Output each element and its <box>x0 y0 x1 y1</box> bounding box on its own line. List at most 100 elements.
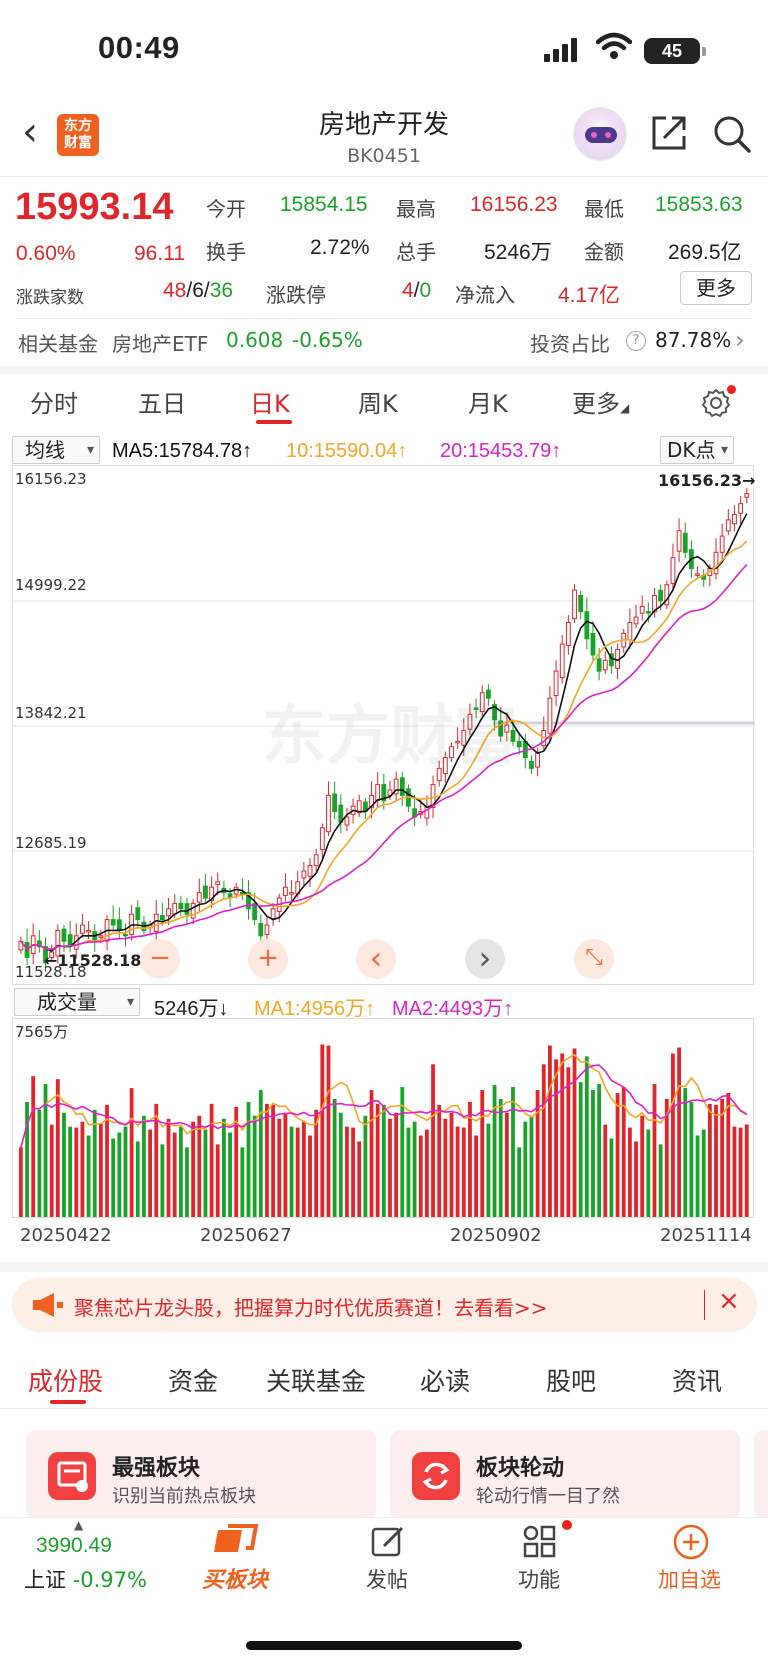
candle-body <box>166 908 171 917</box>
sector-code: BK0451 <box>347 145 421 167</box>
date-label-4: 20251114 <box>660 1225 752 1246</box>
megaphone-icon <box>33 1293 63 1317</box>
card-sector-rotation[interactable]: 板块轮动 轮动行情一目了然 <box>390 1430 740 1520</box>
candle-body <box>393 778 399 795</box>
volume-bar <box>517 1147 522 1217</box>
volume-bar <box>677 1047 681 1217</box>
volume-bar <box>172 1132 177 1217</box>
candle-body <box>504 724 510 733</box>
candle-body <box>645 611 651 614</box>
candle-body <box>209 886 215 902</box>
volume-bar <box>326 1045 331 1217</box>
settings-gear-icon[interactable] <box>700 387 732 419</box>
volume-bar <box>424 1129 429 1217</box>
tab-monthly-k[interactable]: 月K <box>468 390 508 418</box>
volume-bar <box>111 1138 116 1217</box>
features-badge <box>562 1520 572 1530</box>
volume-bar <box>228 1132 232 1217</box>
turnover-value: 2.72% <box>310 236 370 259</box>
help-icon[interactable]: ? <box>626 331 646 351</box>
volume-bar <box>203 1129 208 1217</box>
volume-bar <box>123 1126 128 1217</box>
card-partial[interactable] <box>754 1430 768 1520</box>
etf-name[interactable]: 房地产ETF <box>112 332 209 356</box>
volume-bar <box>714 1104 718 1217</box>
zoom-out-button[interactable]: − <box>140 939 180 979</box>
volume-bar <box>504 1112 509 1217</box>
tab-constituents[interactable]: 成份股 <box>28 1367 104 1396</box>
volume-value: 5246万 <box>484 241 552 264</box>
tab-must-read[interactable]: 必读 <box>420 1367 471 1396</box>
nav-add-watchlist[interactable]: 加自选 <box>658 1568 721 1592</box>
candle-body <box>695 573 700 576</box>
promo-banner[interactable]: 聚焦芯片龙头股，把握算力时代优质赛道！去看看>> × <box>12 1278 757 1332</box>
candle-body <box>738 503 744 514</box>
candle-body <box>461 730 467 746</box>
tab-weekly-k[interactable]: 周K <box>358 390 398 418</box>
search-icon[interactable] <box>712 114 752 154</box>
high-label: 最高 <box>396 197 436 221</box>
volume-bar <box>671 1053 675 1217</box>
candle-body <box>485 689 491 699</box>
index-name-change[interactable]: 上证 -0.97% <box>24 1568 147 1592</box>
pan-left-button[interactable]: ‹ <box>356 939 396 979</box>
tab-intraday[interactable]: 分时 <box>30 390 78 418</box>
share-icon[interactable] <box>650 114 688 152</box>
candle-body <box>627 622 633 641</box>
volume-chart[interactable] <box>12 1018 754 1218</box>
candle-body <box>442 757 448 775</box>
candle-body <box>565 622 571 646</box>
nav-buy-sector[interactable]: 买板块 <box>202 1568 269 1593</box>
volume-bar <box>185 1147 189 1217</box>
candle-body <box>178 902 184 910</box>
index-value[interactable]: 3990.49 <box>36 1534 112 1557</box>
volume-bar <box>597 1084 602 1217</box>
chevron-right-icon[interactable]: › <box>735 326 745 354</box>
tab-five-day[interactable]: 五日 <box>138 390 186 418</box>
pan-right-button[interactable]: › <box>465 939 505 979</box>
tab-forum[interactable]: 股吧 <box>546 1367 597 1396</box>
tab-news[interactable]: 资讯 <box>672 1367 723 1396</box>
tab-related-funds[interactable]: 关联基金 <box>266 1367 367 1396</box>
kline-chart[interactable] <box>12 465 755 985</box>
tab-more[interactable]: 更多◢ <box>572 390 630 418</box>
y-label-2: 14999.22 <box>15 576 87 594</box>
candle-body <box>98 935 104 938</box>
zoom-in-button[interactable]: + <box>248 939 288 979</box>
volume-bar <box>683 1088 688 1217</box>
candle-body <box>424 805 430 819</box>
card-strongest-sector[interactable]: 最强板块 识别当前热点板块 <box>26 1430 376 1520</box>
fullscreen-button[interactable]: ⤡ <box>574 939 614 979</box>
tab-daily-k[interactable]: 日K <box>250 390 290 418</box>
candle-body <box>301 870 307 879</box>
close-icon[interactable]: × <box>718 1286 740 1316</box>
nav-post[interactable]: 发帖 <box>366 1568 408 1592</box>
nav-features[interactable]: 功能 <box>518 1568 560 1592</box>
tab-funds-flow[interactable]: 资金 <box>168 1367 219 1396</box>
candle-body <box>289 892 294 895</box>
change-amount: 96.11 <box>134 242 185 265</box>
volume-indicator-selector[interactable]: 成交量 <box>14 988 140 1016</box>
more-quote-button[interactable]: 更多 <box>680 271 752 305</box>
ai-assistant-avatar[interactable] <box>573 107 627 161</box>
candle-body <box>196 892 202 903</box>
date-label-1: 20250422 <box>20 1225 112 1246</box>
volume-bar <box>154 1103 159 1217</box>
low-value: 15853.63 <box>655 193 743 216</box>
candle-body <box>313 854 319 867</box>
volume-bar <box>548 1045 552 1217</box>
volume-bar <box>652 1084 657 1217</box>
volume-bar <box>541 1064 546 1217</box>
volume-bar <box>160 1144 165 1217</box>
ma10-legend: 10:15590.04↑ <box>286 440 408 462</box>
back-chevron-icon[interactable]: ‹ <box>22 109 38 155</box>
wifi-icon <box>596 32 632 59</box>
volume-bar <box>591 1090 595 1217</box>
dk-point-button[interactable]: DK点 <box>660 436 734 464</box>
volume-bar <box>289 1126 294 1217</box>
indicator-selector[interactable]: 均线 <box>12 436 100 464</box>
volume-bar <box>363 1115 368 1217</box>
volume-bar <box>197 1115 202 1217</box>
kline-svg <box>13 487 755 973</box>
candle-body <box>36 940 42 948</box>
